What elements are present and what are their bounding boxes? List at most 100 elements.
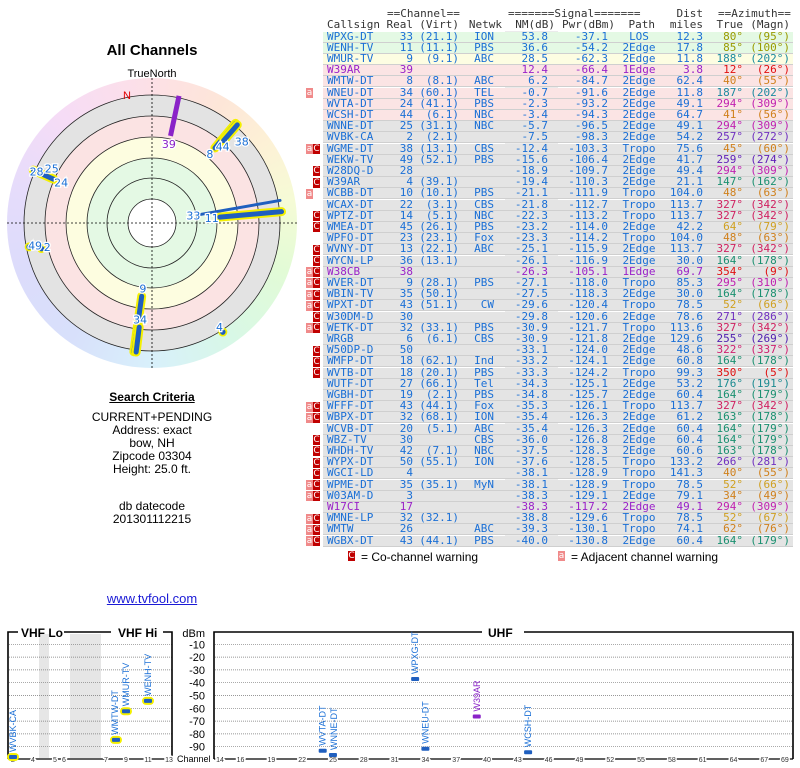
cell-magn: (100°) [750, 40, 790, 54]
table-row: WGME-DT 38 (13.1) CBS -12.4 -103.3 Tropo 75.6 45… [323, 141, 793, 155]
station-bar [318, 748, 327, 753]
cell-nm: 12.4 [521, 63, 549, 77]
cell-real: 32 [399, 410, 413, 424]
criteria-line: CURRENT+PENDING [91, 410, 213, 424]
cell-netwk: MyN [474, 477, 494, 491]
uhf-channel-tick: 61 [699, 757, 707, 764]
cell-true: 52° [723, 477, 743, 491]
station-channel-label: 8 [206, 148, 213, 161]
uhf-channel-tick: 16 [237, 757, 245, 764]
table-row: WMTW-DT 8 (8.1) ABC 6.2 -84.7 2Edge 62.4 40° (55°… [323, 74, 793, 88]
cell-pwr: -93.2 [574, 96, 608, 110]
table-row: W38CB 38 -26.3 -105.1 1Edge 69.7 354° (9°) [323, 264, 793, 278]
cell-true: 40° [723, 466, 743, 480]
cell-nm: -29.6 [514, 298, 548, 312]
cell-magn: (342°) [750, 208, 790, 222]
cell-nm: -33.1 [514, 343, 548, 357]
cell-pwr: -110.3 [568, 175, 608, 189]
cell-netwk: PBS [474, 186, 494, 200]
cell-path: 2Edge [622, 130, 656, 144]
cell-pwr: -120.6 [568, 309, 608, 323]
cell-magn: (49°) [756, 488, 790, 502]
cell-miles: 49.1 [676, 119, 704, 133]
cell-magn: (178°) [750, 253, 790, 267]
co-channel-warning: C [313, 267, 320, 278]
cell-path: Tropo [622, 466, 656, 480]
adjacent-channel-legend-mark: a [558, 551, 565, 561]
cell-path: 1Edge [622, 63, 656, 77]
station-bar-label: W39AR [472, 680, 482, 712]
cell-path: Tropo [622, 208, 656, 222]
cell-true: 45° [723, 141, 743, 155]
cell-pwr: -126.3 [568, 421, 608, 435]
station-bar-label: WNNE-DT [329, 707, 339, 750]
cell-nm: -22.3 [514, 208, 548, 222]
cell-netwk: CW [480, 298, 494, 312]
cell-virt: (50.1) [419, 287, 459, 301]
cell-real: 18 [399, 354, 413, 368]
cell-callsign: WPFO-DT [327, 231, 374, 245]
header-magn: (Magn) [750, 18, 790, 31]
adjacent-channel-warning: a [306, 412, 313, 423]
cell-callsign: WYPX-DT [327, 455, 374, 469]
cell-netwk: PBS [474, 152, 494, 166]
cell-nm: -37.5 [514, 443, 548, 457]
cell-real: 36 [399, 253, 413, 267]
table-row: WVTB-DT 18 (20.1) PBS -33.3 -124.2 Tropo 99.3 35… [323, 365, 793, 379]
cell-nm: -18.9 [514, 163, 548, 177]
cell-callsign: WBIN-TV [327, 287, 374, 301]
cell-true: 163° [716, 410, 744, 424]
cell-miles: 60.6 [676, 443, 704, 457]
cell-netwk: ION [474, 410, 494, 424]
cell-miles: 21.1 [676, 175, 704, 189]
co-channel-warning: C [313, 401, 320, 412]
cell-nm: -33.3 [514, 365, 548, 379]
cell-path: Tropo [622, 477, 656, 491]
cell-nm: -23.2 [514, 219, 548, 233]
table-row: W30DM-D 30 -29.8 -120.6 2Edge 78.6 271° (286°) [323, 309, 793, 323]
cell-virt: (2.1) [425, 387, 459, 401]
dbm-unit-label: dBm [182, 628, 205, 640]
uhf-channel-tick: 37 [452, 757, 460, 764]
vhf-box-right [163, 631, 173, 759]
cell-miles: 69.7 [676, 264, 704, 278]
cell-true: 163° [716, 443, 744, 457]
cell-path: Tropo [622, 298, 656, 312]
table-row: WBZ-TV 30 CBS -36.0 -126.8 2Edge 60.4 164° (179°… [323, 432, 793, 446]
uhf-box-left [213, 631, 482, 759]
cell-real: 38 [399, 141, 413, 155]
cell-real: 30 [399, 432, 413, 446]
cell-path: 2Edge [622, 376, 656, 390]
cell-nm: 36.6 [521, 40, 549, 54]
cell-callsign: WMNE-LP [327, 511, 374, 525]
cell-nm: 6.2 [528, 74, 548, 88]
dbm-tick-label: -60 [189, 703, 205, 715]
cell-callsign: W50DP-D [327, 343, 374, 357]
cell-pwr: -121.8 [568, 331, 608, 345]
cell-magn: (309°) [750, 499, 790, 513]
header-callsign: Callsign [327, 18, 380, 31]
cell-netwk: ION [474, 29, 494, 43]
adjacent-channel-legend-label: = Adjacent channel warning [571, 550, 719, 564]
signal-dot [26, 244, 32, 250]
cell-magn: (179°) [750, 533, 790, 547]
table-row: WMTW 26 ABC -39.3 -130.1 Tropo 74.1 62° (76°) [323, 522, 793, 536]
uhf-channel-tick: 43 [514, 757, 522, 764]
header-virt: (Virt) [419, 18, 459, 31]
uhf-channel-tick: 49 [576, 757, 584, 764]
range-ring [65, 136, 239, 310]
co-channel-warning: C [313, 222, 320, 233]
cell-miles: 78.5 [676, 298, 704, 312]
cell-nm: -39.3 [514, 522, 548, 536]
cell-real: 50 [399, 343, 413, 357]
co-channel-warning: C [313, 412, 320, 423]
cell-netwk: PBS [474, 219, 494, 233]
cell-virt: (6.1) [425, 107, 459, 121]
cell-miles: 60.4 [676, 533, 704, 547]
cell-netwk: NBC [474, 107, 494, 121]
cell-true: 187° [716, 85, 744, 99]
cell-miles: 60.8 [676, 354, 704, 368]
cell-real: 4 [406, 175, 413, 189]
tvfool-link[interactable]: www.tvfool.com [106, 591, 198, 606]
cell-real: 20 [399, 421, 413, 435]
